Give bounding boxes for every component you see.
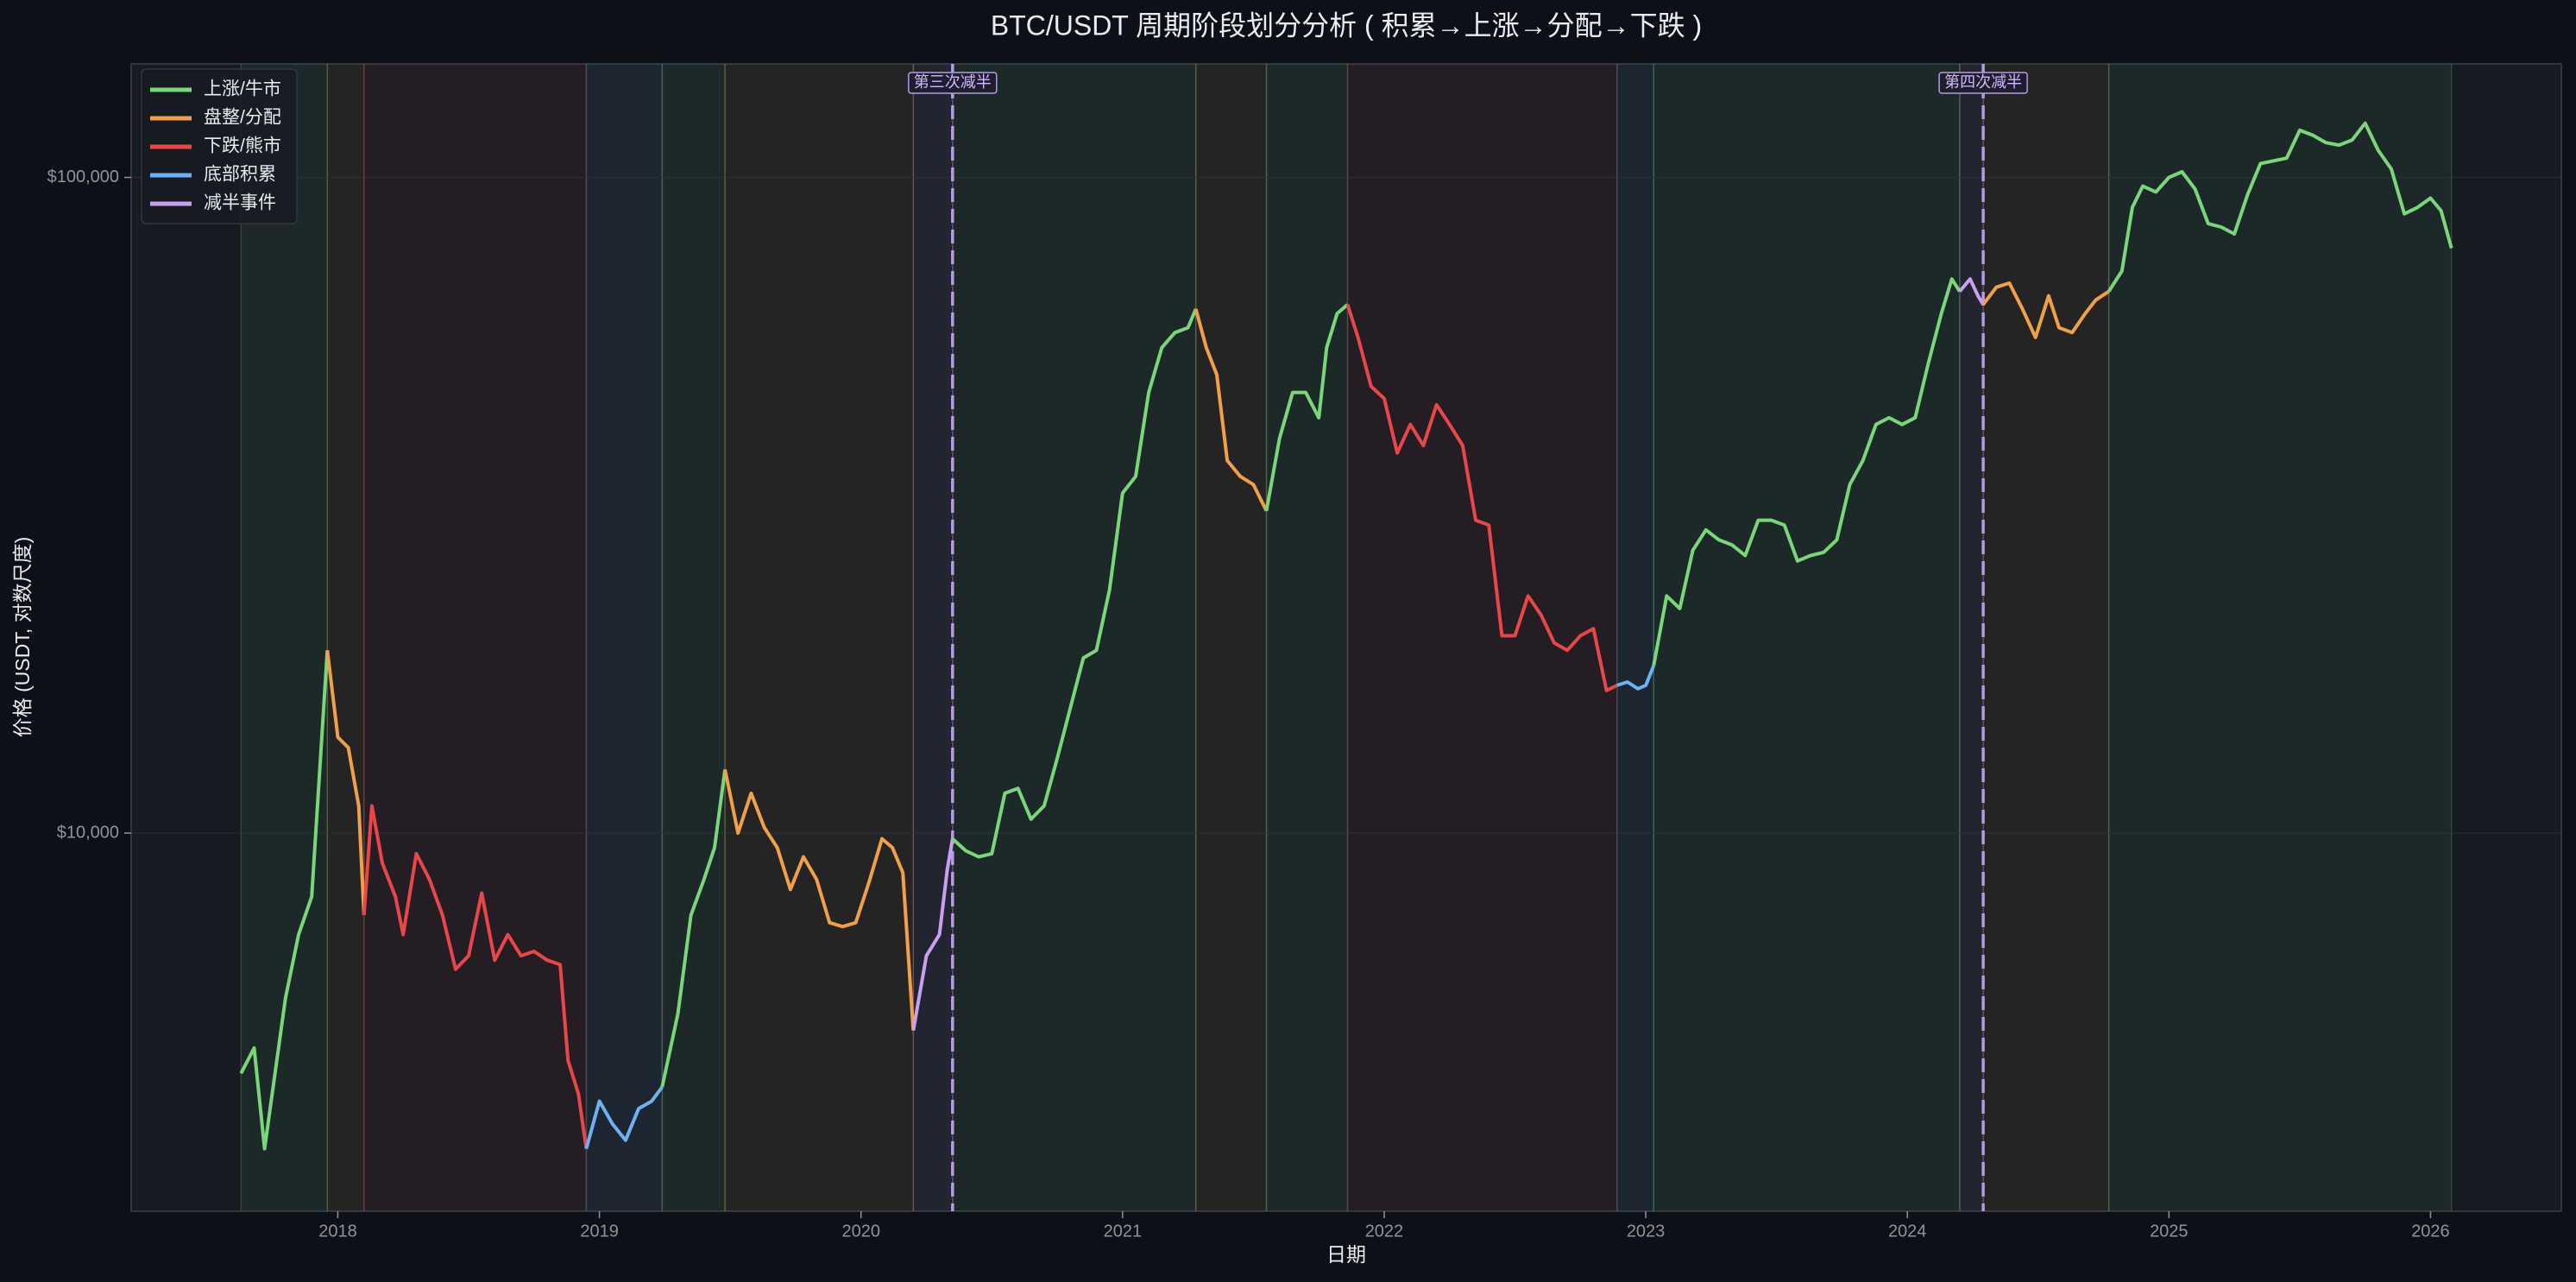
phase-band: [662, 64, 726, 1211]
x-tick-label: 2019: [580, 1222, 619, 1241]
y-axis-label: 价格 (USDT, 对数尺度): [11, 537, 34, 738]
phase-band: [725, 64, 914, 1211]
price-line: [1264, 303, 1349, 512]
phase-band: [1983, 64, 2109, 1211]
phase-band: [952, 64, 1196, 1211]
plot-area: [130, 63, 2562, 1212]
phase-band: [1959, 64, 1984, 1211]
price-line: [584, 1085, 664, 1150]
phase-band: [913, 64, 953, 1211]
price-line: [951, 308, 1198, 859]
price-line: [2107, 121, 2453, 293]
price-line: [1981, 281, 2110, 339]
legend-label: 减半事件: [204, 193, 276, 213]
legend-label: 盘整/分配: [204, 108, 281, 128]
phase-band: [1266, 64, 1348, 1211]
x-tick-label: 2021: [1104, 1222, 1143, 1241]
price-line: [1616, 665, 1656, 691]
price-line: [362, 804, 589, 1149]
chart-title: BTC/USDT 周期阶段划分分析 ( 积累→上涨→分配→下跌 ): [991, 9, 1702, 41]
x-tick-label: 2020: [841, 1222, 880, 1241]
price-line: [911, 838, 954, 1031]
price-line: [1652, 277, 1962, 666]
annotation-label: 第三次减半: [914, 73, 992, 91]
phase-band: [327, 64, 364, 1211]
x-tick-label: 2022: [1365, 1222, 1404, 1241]
phase-band: [1195, 64, 1267, 1211]
annotation-box: [908, 72, 998, 94]
phase-band: [1616, 64, 1654, 1211]
price-line: [325, 650, 366, 915]
legend-label: 底部积累: [204, 165, 276, 185]
x-tick-label: 2023: [1627, 1222, 1666, 1241]
phase-band: [241, 64, 328, 1211]
y-tick-label: $10,000: [57, 823, 119, 842]
annotation-label: 第四次减半: [1944, 73, 2022, 91]
x-tick-label: 2026: [2411, 1222, 2450, 1241]
legend-label: 下跌/熊市: [204, 136, 281, 156]
x-tick-label: 2025: [2150, 1222, 2189, 1241]
price-line: [1194, 308, 1269, 512]
price-line: [239, 650, 330, 1151]
x-axis-label: 日期: [1326, 1243, 1366, 1266]
price-line: [660, 769, 727, 1088]
annotation-box: [1938, 72, 2028, 94]
phase-band: [1653, 64, 1960, 1211]
phase-band: [1347, 64, 1617, 1211]
price-line: [1958, 277, 1985, 306]
price-line: [1345, 304, 1618, 692]
price-line: [723, 768, 916, 1031]
legend-box: [141, 68, 298, 224]
legend-label: 上涨/牛市: [204, 79, 281, 99]
y-tick-label: $100,000: [47, 167, 119, 186]
x-tick-label: 2018: [318, 1222, 357, 1241]
phase-band: [363, 64, 587, 1211]
phase-band: [586, 64, 663, 1211]
x-tick-label: 2024: [1888, 1222, 1927, 1241]
phase-band: [2108, 64, 2452, 1211]
